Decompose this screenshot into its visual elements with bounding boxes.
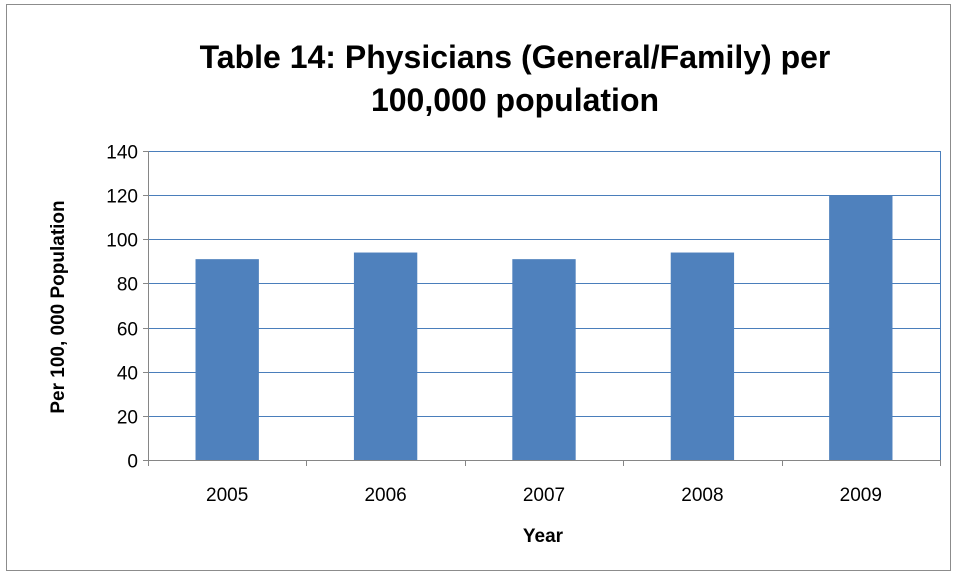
x-tick-label-2006: 2006 [364, 485, 406, 506]
bar-2008 [670, 252, 735, 460]
y-tick-labels: 0 20 40 60 80 100 120 140 [106, 143, 138, 473]
x-tick-label-2008: 2008 [681, 485, 723, 506]
chart: Table 14: Physicians (General/Family) pe… [48, 39, 941, 547]
chart-frame: Table 14: Physicians (General/Family) pe… [6, 4, 951, 571]
y-tick-label-0: 0 [127, 452, 138, 473]
chart-title-line-1: Table 14: Physicians (General/Family) pe… [200, 39, 831, 75]
y-tick-label-80: 80 [117, 275, 138, 296]
bar-2007 [512, 259, 576, 460]
y-tick-label-40: 40 [117, 364, 138, 385]
y-tick-label-20: 20 [117, 408, 138, 429]
y-tick-label-140: 140 [106, 143, 138, 164]
x-tick-label-2007: 2007 [523, 485, 565, 506]
y-tick-label-100: 100 [106, 231, 138, 252]
bar-2006 [353, 252, 418, 460]
y-tick-label-120: 120 [106, 187, 138, 208]
bar-2009 [829, 195, 893, 460]
bars [195, 195, 893, 460]
bar-2005 [195, 259, 259, 460]
y-tick-label-60: 60 [117, 320, 138, 341]
x-tick-labels: 2005 2006 2007 2008 2009 [206, 485, 882, 506]
chart-title-line-2: 100,000 population [371, 82, 659, 118]
x-tick-label-2009: 2009 [840, 485, 882, 506]
x-axis-title: Year [523, 526, 564, 547]
x-tick-label-2005: 2005 [206, 485, 248, 506]
axes [143, 151, 941, 466]
y-axis-title: Per 100, 000 Population [48, 200, 69, 413]
